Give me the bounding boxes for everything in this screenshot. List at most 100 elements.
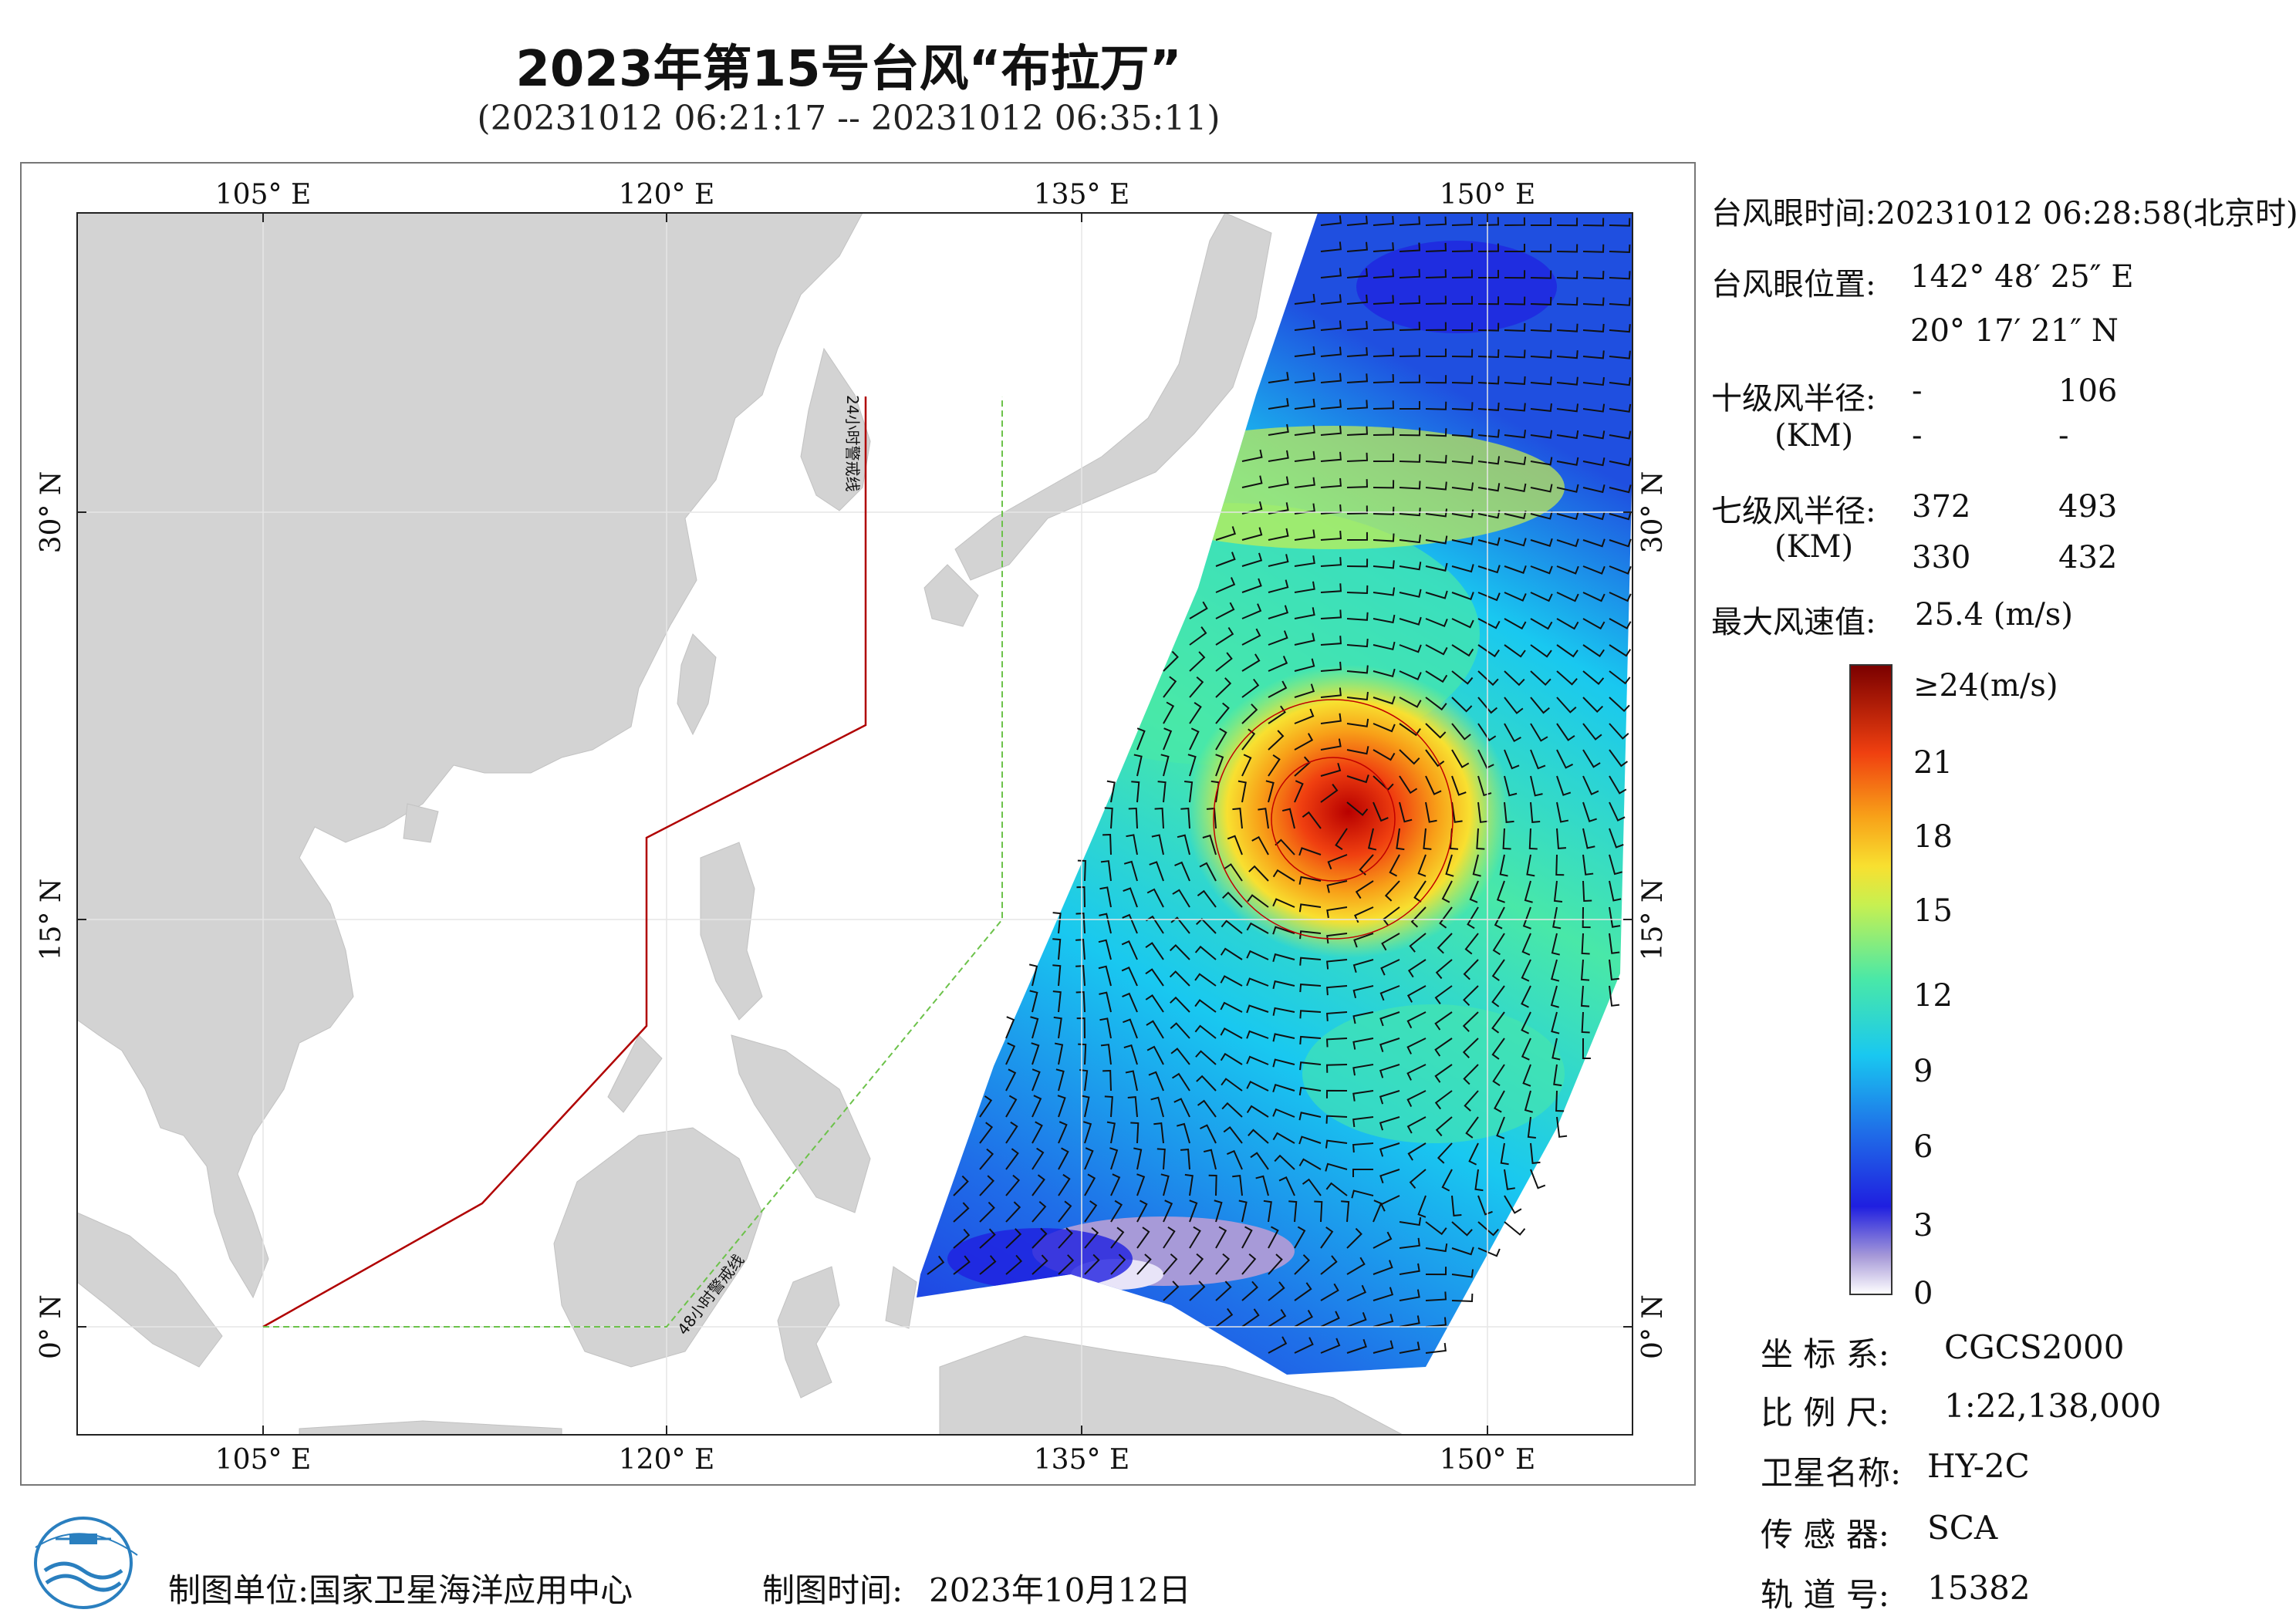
wind-barb — [1582, 906, 1591, 929]
wind-barb — [1215, 577, 1236, 593]
wind-barb — [1241, 475, 1263, 488]
wind-barb — [1189, 1200, 1198, 1223]
lon-label-top-105: 105° E — [215, 179, 311, 211]
wind-barb — [1373, 723, 1396, 733]
wind-barb — [1294, 398, 1315, 410]
wind-barb — [1346, 801, 1369, 816]
wind-barbs — [927, 215, 1632, 1354]
wind-barb — [1555, 1090, 1565, 1112]
wind-barb — [1373, 668, 1396, 678]
wind-barb — [1320, 713, 1342, 724]
wind-barb — [1127, 1096, 1138, 1118]
wind-barb — [1462, 1038, 1479, 1058]
map-frame: 24小时警戒线 48小时警戒线 105° E 120° E 135° E 150… — [20, 162, 1696, 1486]
wind-barb — [1241, 552, 1263, 567]
wind-barb — [1346, 452, 1369, 462]
wind-barb — [1477, 618, 1501, 629]
wind-barb — [1530, 1142, 1541, 1164]
philippines-north — [700, 842, 763, 1021]
wind-barb — [1246, 1105, 1269, 1118]
wind-barb — [1106, 1121, 1116, 1144]
wind-barb — [1582, 244, 1605, 253]
wind-barb — [1232, 808, 1243, 829]
wind-barb — [1399, 1341, 1420, 1354]
wind-barb — [1123, 887, 1138, 908]
wind-barb — [1609, 218, 1631, 227]
wind-barb — [1434, 985, 1453, 1004]
wind-barb — [1275, 838, 1295, 855]
wind-barb — [1215, 727, 1227, 751]
wind-barb — [1494, 1090, 1505, 1113]
wind-barb — [1477, 483, 1501, 492]
wind-barb — [1110, 1227, 1125, 1249]
scale-label: 比 例 尺: — [1761, 1394, 1889, 1432]
wind-barb — [1005, 1042, 1016, 1065]
wind-barb — [1425, 1342, 1447, 1354]
wind-barb — [1530, 723, 1548, 742]
eye-time-label: 台风眼时间: — [1711, 196, 1876, 231]
wind-barb — [1551, 1038, 1561, 1061]
wind-barb — [1335, 828, 1348, 851]
wind-barb — [1407, 959, 1427, 978]
wind-barb — [1241, 728, 1256, 751]
wind-barb — [1451, 697, 1473, 713]
wind-barb — [1425, 216, 1447, 226]
wind-barb — [1581, 933, 1590, 955]
wind-barb — [1425, 618, 1448, 627]
r10-circle — [1271, 757, 1396, 882]
wind-barb — [1246, 1004, 1269, 1014]
wind-barb — [1029, 990, 1038, 1013]
wind-barb — [1425, 375, 1447, 384]
wind-barb — [1373, 1287, 1394, 1301]
r7-label: 七级风半径: — [1711, 494, 1876, 529]
wind-barb — [1399, 697, 1422, 708]
wind-barb — [1477, 296, 1500, 305]
taiwan — [677, 633, 717, 736]
wind-barb — [1582, 403, 1606, 413]
wind-barb — [1556, 218, 1578, 227]
wind-barb — [1477, 1247, 1501, 1257]
wind-barb — [1373, 641, 1396, 651]
wind-barb — [1373, 373, 1395, 383]
wind-barb — [1609, 880, 1622, 902]
wind-barb — [1425, 401, 1447, 410]
r10-value-sw: - — [1912, 418, 1923, 454]
wind-barb — [1299, 957, 1322, 966]
wind-barb — [1582, 376, 1605, 386]
wind-barb — [1373, 1260, 1393, 1275]
orbit-value: 15382 — [1927, 1569, 2031, 1607]
wind-barb — [1530, 403, 1552, 412]
wind-barb — [953, 1255, 971, 1275]
wind-barb — [1504, 322, 1526, 332]
wind-barb — [1325, 1064, 1348, 1073]
r7-value-nw: 432 — [2058, 540, 2118, 575]
colorbar-tick-12: 12 — [1913, 978, 1953, 1014]
wind-barb — [1123, 1044, 1138, 1065]
wind-barb — [1121, 940, 1138, 960]
wind-barb — [1379, 1064, 1400, 1078]
wind-barb — [1355, 880, 1374, 899]
wind-barb — [1294, 346, 1315, 357]
wind-barb — [1464, 1090, 1479, 1112]
eye-time-value: 20231012 06:28:58(北京时) — [1876, 196, 2296, 231]
wind-barb — [1180, 807, 1190, 829]
wind-barb — [1582, 618, 1606, 630]
r10-label: 十级风半径: — [1711, 381, 1876, 417]
wind-barb — [1100, 1044, 1112, 1065]
wind-barb — [1477, 723, 1497, 742]
wind-barb — [1399, 295, 1421, 305]
wind-barb — [1373, 321, 1395, 331]
wind-barb — [979, 1228, 996, 1249]
wind-barb — [1320, 1283, 1339, 1301]
crs-value: CGCS2000 — [1944, 1328, 2125, 1366]
wind-barb — [1399, 775, 1418, 795]
wind-barb — [1346, 774, 1369, 784]
wind-barb — [1504, 775, 1518, 797]
wind-barb — [1464, 933, 1479, 955]
wind-barb — [1504, 296, 1526, 305]
wind-barb — [1150, 1096, 1164, 1118]
wind-barb — [1172, 889, 1190, 908]
wind-barb — [1406, 1064, 1427, 1081]
wind-barb — [1246, 922, 1269, 934]
r7-value-sw: 330 — [1912, 540, 1971, 575]
